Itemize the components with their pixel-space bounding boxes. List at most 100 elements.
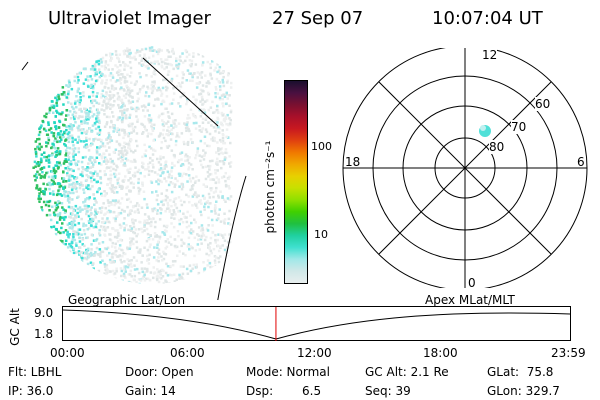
uv-pixel: [127, 141, 131, 144]
uv-pixel: [120, 109, 124, 113]
uv-pixel: [215, 88, 218, 91]
uv-pixel: [194, 127, 198, 130]
uv-pixel: [128, 147, 132, 150]
uv-pixel: [110, 84, 114, 87]
uv-pixel: [119, 82, 123, 85]
uv-pixel: [104, 62, 107, 65]
uv-pixel: [109, 107, 112, 110]
uv-pixel: [86, 75, 89, 78]
uv-pixel: [180, 187, 184, 191]
uv-pixel: [181, 163, 185, 166]
uv-pixel: [226, 240, 230, 244]
uv-pixel: [119, 202, 122, 205]
uv-pixel: [82, 128, 85, 131]
uv-pixel: [146, 109, 149, 112]
uv-pixel: [89, 68, 93, 71]
uv-pixel: [170, 128, 173, 132]
uv-pixel: [100, 194, 104, 197]
uv-pixel: [113, 99, 116, 103]
uv-pixel: [116, 234, 120, 237]
colorbar-tick-100: 100: [311, 140, 332, 153]
uv-pixel: [63, 93, 67, 97]
uv-pixel: [226, 79, 230, 83]
uv-pixel: [109, 260, 112, 264]
uv-pixel: [122, 252, 125, 255]
uv-pixel: [95, 71, 98, 74]
uv-pixel: [58, 151, 62, 154]
uv-pixel: [90, 243, 93, 246]
uv-pixel: [162, 224, 166, 228]
uv-pixel: [89, 224, 93, 227]
uv-pixel: [66, 174, 69, 177]
uv-pixel: [89, 261, 93, 264]
uv-pixel: [38, 173, 41, 176]
uv-pixel: [67, 205, 71, 209]
uv-pixel: [200, 130, 203, 133]
uv-pixel: [149, 234, 152, 237]
uv-pixel: [132, 56, 135, 60]
uv-pixel: [84, 107, 87, 111]
uv-pixel: [170, 77, 174, 81]
uv-pixel: [194, 221, 197, 224]
uv-pixel: [81, 256, 84, 260]
uv-pixel: [166, 146, 169, 149]
uv-pixel: [44, 203, 48, 207]
uv-pixel: [125, 84, 128, 88]
uv-pixel: [44, 129, 48, 132]
uv-pixel: [190, 59, 194, 63]
uv-pixel: [66, 223, 70, 226]
uv-pixel: [188, 264, 192, 267]
uv-pixel: [226, 136, 230, 139]
uv-pixel: [206, 144, 209, 148]
uv-pixel: [64, 118, 67, 121]
uv-pixel: [201, 194, 205, 198]
uv-pixel: [141, 270, 144, 274]
uv-pixel: [173, 122, 176, 125]
uv-pixel: [35, 184, 39, 187]
uv-pixel: [172, 50, 175, 54]
uv-pixel: [89, 176, 93, 180]
uv-pixel: [159, 272, 162, 275]
uv-pixel: [185, 173, 188, 176]
uv-pixel: [194, 102, 197, 105]
uv-pixel: [121, 249, 125, 252]
uv-pixel: [86, 207, 89, 210]
uv-pixel: [222, 118, 226, 122]
uv-pixel: [127, 259, 131, 262]
uv-pixel: [76, 99, 80, 103]
uv-pixel: [90, 253, 94, 256]
uv-pixel: [107, 68, 110, 71]
uv-pixel: [215, 77, 219, 81]
uv-pixel: [111, 256, 114, 259]
uv-pixel: [92, 172, 96, 175]
uv-pixel: [206, 60, 209, 64]
uv-pixel: [137, 249, 141, 252]
uv-pixel: [208, 246, 211, 249]
uv-pixel: [65, 125, 68, 128]
uv-pixel: [137, 168, 141, 172]
uv-pixel: [211, 139, 215, 142]
uv-pixel: [198, 200, 202, 203]
uv-pixel: [103, 173, 107, 177]
uv-pixel: [39, 157, 43, 160]
uv-pixel: [67, 101, 70, 104]
uv-pixel: [117, 177, 120, 180]
uv-pixel: [62, 170, 65, 173]
uv-pixel: [87, 227, 91, 230]
uv-pixel: [135, 109, 138, 113]
uv-pixel: [126, 205, 129, 209]
uv-pixel: [199, 100, 202, 103]
uv-pixel: [106, 199, 110, 202]
uv-pixel: [170, 166, 174, 169]
uv-pixel: [96, 92, 99, 95]
uv-pixel: [96, 146, 99, 149]
uv-pixel: [157, 116, 161, 119]
uv-pixel: [156, 157, 159, 161]
uv-pixel: [74, 162, 77, 165]
uv-pixel: [128, 91, 132, 95]
uv-pixel: [147, 166, 150, 169]
uv-pixel: [163, 229, 167, 232]
uv-pixel: [139, 221, 142, 224]
uv-pixel: [91, 219, 95, 223]
uv-pixel: [34, 140, 38, 143]
